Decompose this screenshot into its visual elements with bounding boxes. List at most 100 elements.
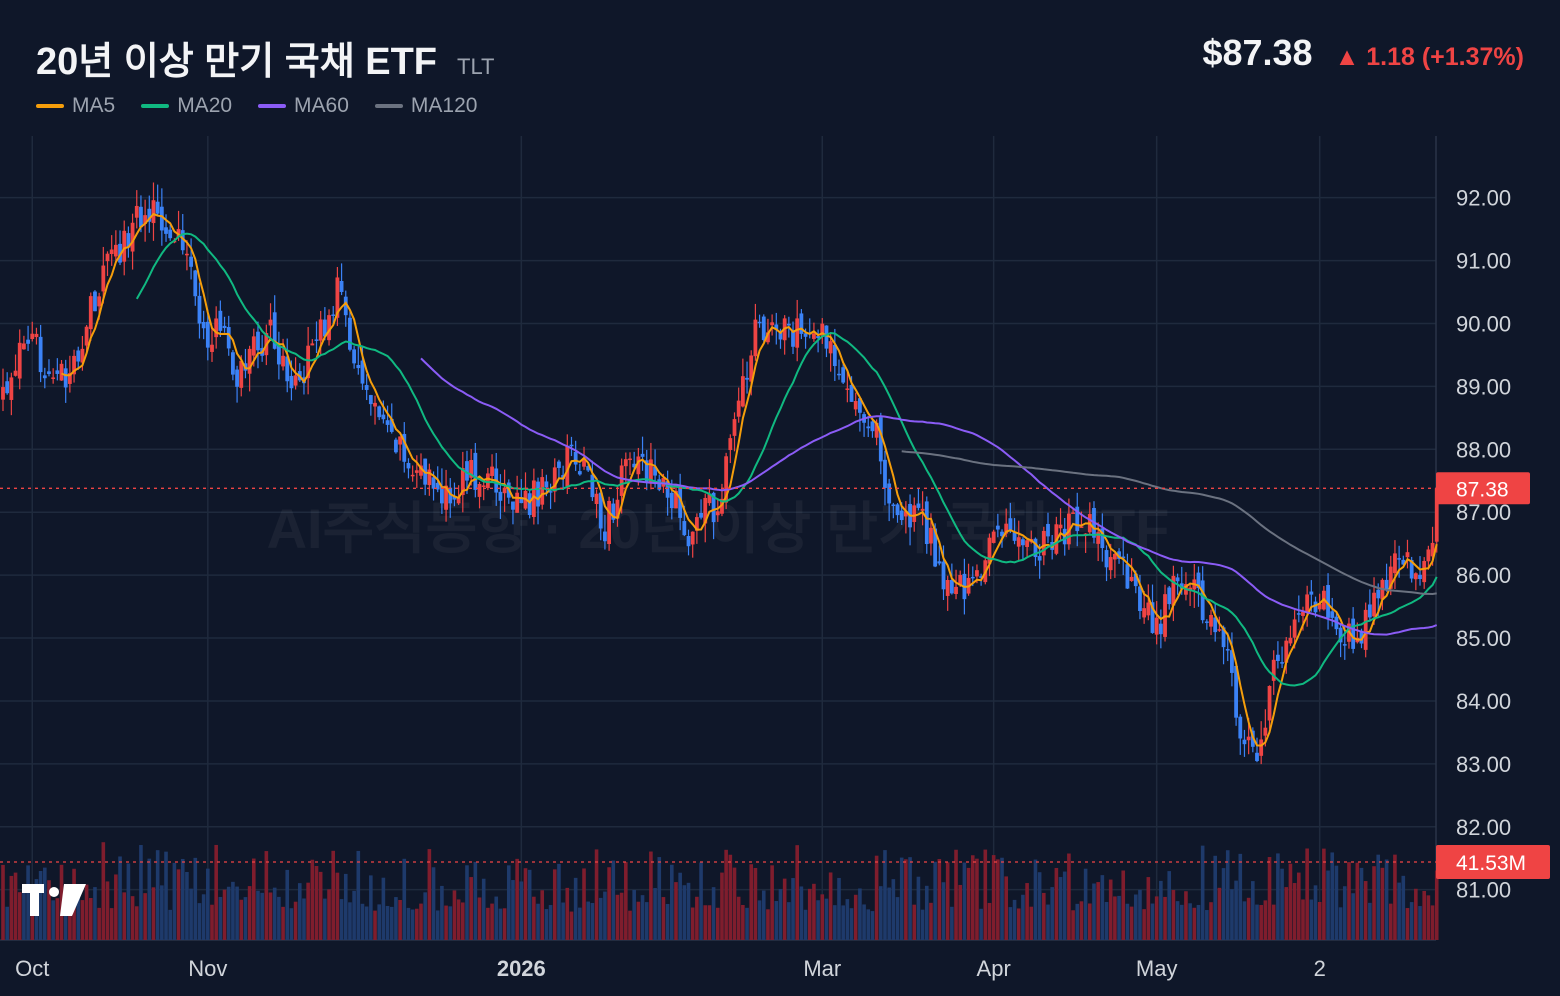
volume-bar [356, 850, 361, 940]
volume-bar [1355, 862, 1360, 940]
volume-bar [1, 864, 5, 940]
candle-body [339, 281, 344, 292]
volume-bar [1263, 900, 1268, 940]
volume-bar [1221, 868, 1226, 940]
volume-bar [1372, 866, 1376, 940]
candle-body [440, 486, 444, 504]
volume-bar [201, 894, 206, 940]
candle-body [1067, 513, 1071, 545]
volume-bar [607, 867, 611, 940]
volume-bar [1409, 902, 1414, 940]
volume-bar [1271, 904, 1276, 940]
y-tick-label: 87.00 [1456, 500, 1511, 525]
volume-bar [377, 904, 381, 940]
candle-body [1158, 623, 1163, 635]
volume-bar [1096, 882, 1100, 940]
volume-bar [55, 898, 60, 940]
candle-body [929, 527, 933, 544]
candle-body [9, 377, 14, 400]
volume-bar [394, 897, 398, 940]
volume-bar [272, 887, 277, 940]
volume-bar [1238, 853, 1243, 940]
candle-body [1351, 618, 1356, 649]
volume-bar [924, 885, 929, 940]
candle-body [786, 323, 791, 326]
volume-bar [1188, 903, 1192, 940]
volume-bar [1280, 868, 1284, 940]
volume-bar [1067, 853, 1071, 940]
volume-bar [101, 842, 106, 940]
candle-body [1104, 550, 1109, 568]
candle-body [197, 295, 202, 324]
volume-bar [385, 905, 390, 940]
candle-body [799, 313, 804, 334]
candle-body [640, 453, 645, 457]
candle-body [1196, 572, 1201, 589]
candle-body [774, 324, 779, 330]
volume-bar [1142, 909, 1146, 940]
candle-body [1301, 611, 1305, 616]
volume-bar [293, 901, 298, 940]
volume-bar [807, 888, 812, 940]
candle-body [849, 384, 854, 402]
volume-bar [1376, 854, 1381, 940]
volume-bar [318, 871, 323, 940]
volume-bar [795, 845, 799, 940]
volume-bar [444, 905, 448, 940]
volume-bar [109, 908, 114, 940]
volume-bar [435, 910, 440, 940]
candle-body [1108, 557, 1113, 571]
candle-body [527, 493, 532, 516]
legend-item-ma20[interactable]: MA20 [141, 94, 232, 118]
candle-body [1004, 523, 1009, 534]
volume-bar [114, 874, 118, 940]
candle-body [1363, 609, 1368, 650]
candle-body [394, 439, 398, 453]
candle-body [13, 370, 18, 376]
volume-bar [1163, 896, 1167, 940]
candle-body [619, 465, 624, 496]
volume-bar [1133, 894, 1138, 940]
candle-body [1259, 739, 1264, 756]
candle-body [1121, 556, 1126, 559]
volume-bar [343, 873, 348, 940]
legend-item-ma60[interactable]: MA60 [258, 94, 349, 118]
candle-body [949, 579, 954, 594]
volume-bar [327, 889, 331, 940]
volume-bar [1225, 850, 1230, 940]
volume-bar [803, 909, 808, 940]
volume-bar [172, 862, 177, 940]
volume-bar [1154, 896, 1159, 940]
candle-body [306, 345, 311, 379]
current-price-tag [1436, 472, 1530, 505]
price-summary: $87.38 ▲ 1.18 (+1.37%) [1202, 32, 1524, 74]
volume-bar [774, 901, 779, 940]
volume-bar [954, 849, 958, 940]
candle-body [63, 368, 68, 388]
candle-body [511, 501, 515, 510]
candle-body [55, 370, 60, 374]
candle-body [193, 270, 198, 297]
candle-body [1217, 629, 1222, 631]
volume-bar [1359, 867, 1364, 940]
legend-label-ma60: MA60 [294, 94, 349, 117]
candle-body [1096, 532, 1101, 544]
candle-body [293, 375, 298, 386]
y-tick-label: 81.00 [1456, 878, 1511, 903]
volume-bar [787, 902, 791, 940]
legend-item-ma5[interactable]: MA5 [36, 94, 115, 118]
volume-bar [1150, 903, 1155, 940]
volume-bar [423, 892, 427, 940]
legend-item-ma120[interactable]: MA120 [374, 94, 477, 118]
volume-bar [469, 877, 473, 940]
candle-body [858, 398, 862, 413]
candle-body [628, 458, 632, 461]
volume-bar [782, 878, 787, 940]
candle-body [958, 574, 963, 586]
volume-bar [226, 886, 231, 940]
candle-body [406, 463, 411, 469]
volume-bar [1213, 855, 1217, 940]
candle-body [1213, 617, 1218, 633]
volume-bar [920, 909, 925, 940]
